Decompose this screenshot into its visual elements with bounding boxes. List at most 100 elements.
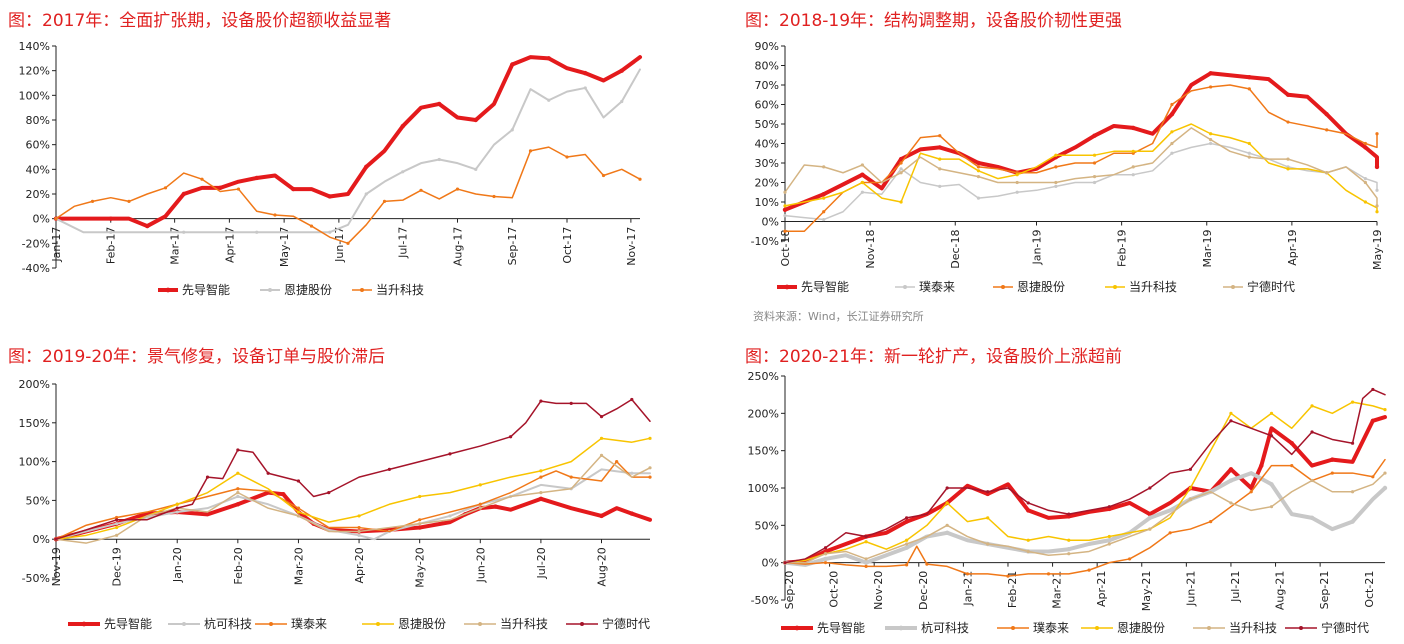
data-point xyxy=(1046,572,1051,576)
line-chart-2017: -40% -20% 0% 20% 40% 60% 80% 100% 120% 140% Jan-17… xyxy=(19,40,642,297)
x-tick-label: Oct-21 xyxy=(1363,571,1376,608)
data-point xyxy=(437,157,441,162)
data-point xyxy=(387,467,391,471)
data-point xyxy=(1383,471,1387,475)
chart-panel-2019-20: 图：2019-20年：景气修复，设备订单与股价滞后 -50% 0% 50% 100% 1… xyxy=(8,342,668,640)
legend-item: 当升科技 xyxy=(464,617,548,631)
data-point xyxy=(478,502,482,506)
legend-item: 璞泰来 xyxy=(255,617,327,631)
data-point xyxy=(266,471,270,475)
series-path xyxy=(55,460,651,540)
data-point xyxy=(1371,387,1375,392)
legend-item: 恩捷股份 xyxy=(362,617,446,631)
data-point xyxy=(236,494,240,499)
data-point xyxy=(945,523,949,527)
data-point xyxy=(1269,411,1274,415)
data-point xyxy=(357,529,361,534)
series-path xyxy=(784,472,1386,564)
data-point xyxy=(254,175,259,181)
legend-label: 当升科技 xyxy=(1229,621,1277,635)
data-point xyxy=(1228,467,1234,472)
data-point xyxy=(1015,190,1019,194)
x-tick-label: Apr-19 xyxy=(1286,230,1299,266)
x-tick-label: Aug-20 xyxy=(596,547,609,586)
series-path xyxy=(784,458,1386,577)
legend-marker xyxy=(376,622,380,626)
series-path xyxy=(783,415,1387,565)
y-tick-label: 60% xyxy=(26,139,50,152)
legend-item: 当升科技 xyxy=(352,283,424,297)
data-point xyxy=(860,172,865,177)
data-point xyxy=(1054,165,1058,169)
data-point xyxy=(1148,527,1152,531)
data-point xyxy=(296,479,301,483)
data-point xyxy=(925,562,929,566)
chart-title: 图：2019-20年：景气修复，设备订单与股价滞后 xyxy=(8,347,386,367)
legend-label: 恩捷股份 xyxy=(284,283,332,297)
data-point xyxy=(905,516,909,520)
y-tick-label: 30% xyxy=(755,157,779,170)
data-point xyxy=(1188,467,1193,471)
data-point xyxy=(1247,75,1252,80)
data-point xyxy=(905,538,909,542)
data-point xyxy=(905,563,909,567)
legend-label: 先导智能 xyxy=(182,282,230,297)
data-point xyxy=(418,494,422,499)
data-point xyxy=(455,187,460,191)
y-tick-label: 0% xyxy=(33,213,50,226)
data-point xyxy=(1325,128,1329,132)
data-point xyxy=(236,491,240,495)
data-point xyxy=(583,86,587,90)
y-tick-label: 0% xyxy=(33,533,50,546)
data-point xyxy=(547,98,551,102)
legend-item: 先导智能 xyxy=(158,282,230,297)
data-point xyxy=(236,187,241,191)
data-point xyxy=(1015,180,1019,185)
data-point xyxy=(1370,418,1376,423)
data-point xyxy=(1269,434,1274,438)
data-point xyxy=(976,196,981,200)
data-point xyxy=(1066,547,1071,552)
series-line-5 xyxy=(783,127,1379,208)
x-tick-label: Feb-21 xyxy=(1006,571,1019,608)
data-point xyxy=(1330,457,1335,462)
data-point xyxy=(986,542,990,546)
legend-label: 当升科技 xyxy=(376,283,424,297)
y-tick-label: 0% xyxy=(762,216,779,229)
x-tick-label: Jun-20 xyxy=(474,547,487,583)
data-point xyxy=(1208,71,1213,76)
x-tick-label: Oct-20 xyxy=(828,571,841,608)
legend-label: 当升科技 xyxy=(500,617,548,631)
data-point xyxy=(976,165,981,169)
legend-item: 恩捷股份 xyxy=(993,280,1065,294)
series-path xyxy=(784,388,1386,564)
data-point xyxy=(620,99,624,104)
series-line-3 xyxy=(54,460,652,541)
series-path xyxy=(54,490,652,542)
data-point xyxy=(1247,151,1251,155)
legend-marker xyxy=(269,622,273,626)
y-tick-label: 40% xyxy=(26,163,50,176)
y-tick-label: 140% xyxy=(19,40,50,53)
data-point xyxy=(1363,141,1367,146)
x-tick-label: Jul-20 xyxy=(535,547,548,579)
data-point xyxy=(1127,557,1132,561)
data-point xyxy=(418,518,422,522)
y-tick-label: 0% xyxy=(762,557,779,570)
data-point xyxy=(109,230,113,234)
legend-marker xyxy=(1113,285,1117,289)
data-point xyxy=(899,200,903,204)
y-tick-label: 60% xyxy=(755,99,779,112)
data-point xyxy=(648,466,652,470)
data-point xyxy=(822,165,826,169)
data-point xyxy=(783,190,787,194)
data-point xyxy=(327,194,332,199)
data-point xyxy=(255,230,259,234)
x-tick-label: Mar-17 xyxy=(169,227,182,265)
data-point xyxy=(938,134,942,138)
data-point xyxy=(218,185,223,191)
y-tick-label: 50% xyxy=(755,118,779,131)
y-tick-label: -10% xyxy=(751,235,779,248)
data-point xyxy=(474,167,478,171)
y-tick-label: 50% xyxy=(755,519,779,532)
